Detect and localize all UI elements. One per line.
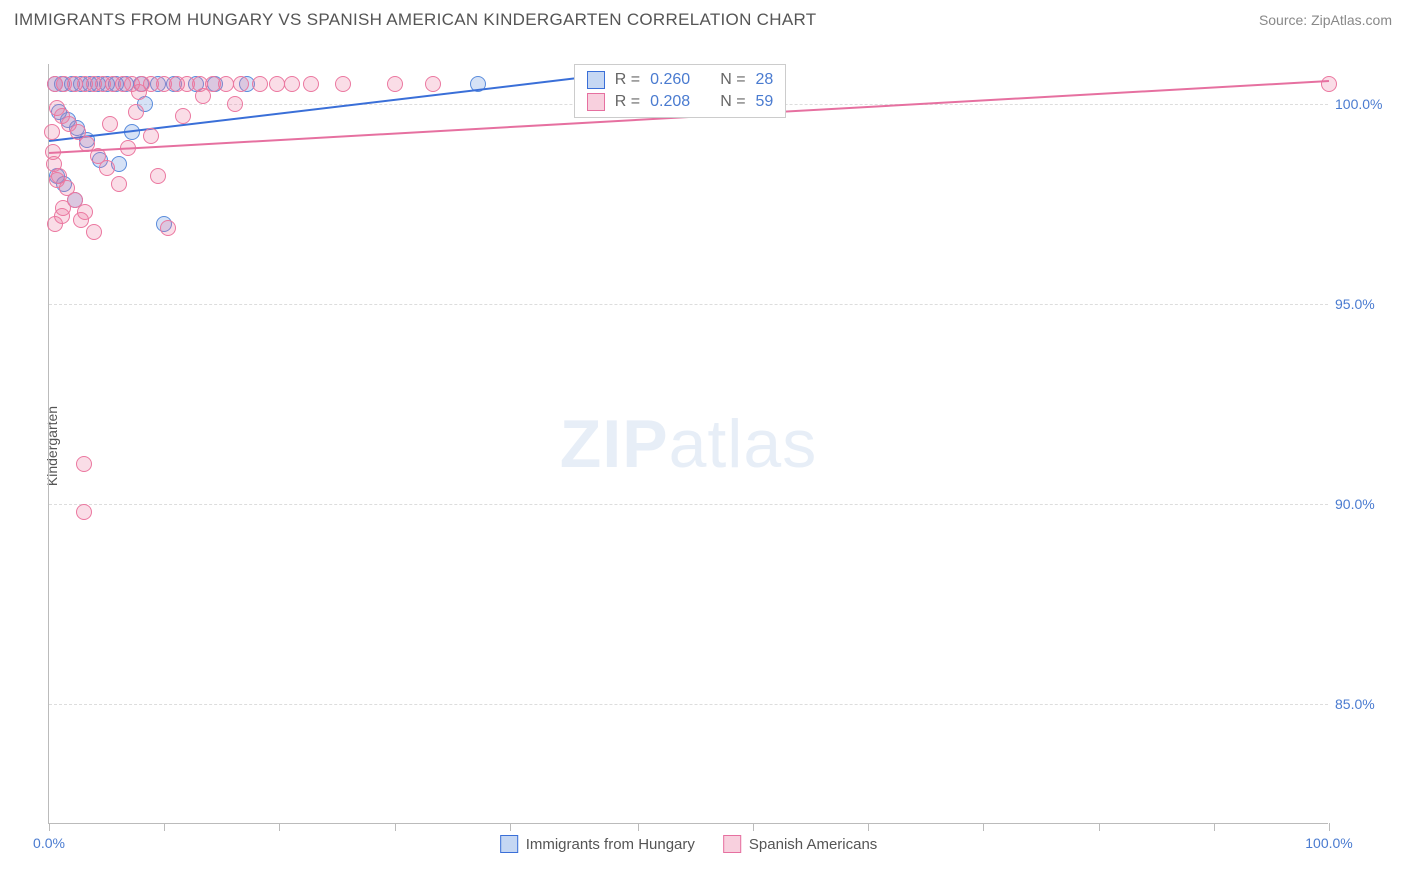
series-legend: Immigrants from Hungary Spanish Americans [500,835,878,853]
data-point [233,76,249,92]
x-tick [983,823,984,831]
source-value: ZipAtlas.com [1311,12,1392,28]
legend-swatch [587,93,605,111]
stats-legend-row: R = 0.260 N = 28 [587,69,774,91]
data-point [86,224,102,240]
y-tick-label: 95.0% [1335,296,1390,312]
series-name: Immigrants from Hungary [526,836,695,853]
data-point [102,116,118,132]
series-name: Spanish Americans [749,836,877,853]
header: IMMIGRANTS FROM HUNGARY VS SPANISH AMERI… [0,0,1406,38]
chart-title: IMMIGRANTS FROM HUNGARY VS SPANISH AMERI… [14,10,816,30]
data-point [76,456,92,472]
n-label: N = [720,93,745,111]
x-tick [49,823,50,831]
legend-swatch [587,71,605,89]
data-point [195,88,211,104]
x-tick [868,823,869,831]
x-tick [638,823,639,831]
data-point [227,96,243,112]
data-point [99,160,115,176]
data-point [111,176,127,192]
data-point [128,104,144,120]
data-point [387,76,403,92]
r-label: R = [615,71,640,89]
data-point [150,168,166,184]
x-tick [395,823,396,831]
data-point [425,76,441,92]
series-legend-item: Immigrants from Hungary [500,835,695,853]
x-tick [279,823,280,831]
r-value: 0.260 [650,71,690,89]
data-point [160,220,176,236]
data-point [303,76,319,92]
stats-legend: R = 0.260 N = 28 R = 0.208 N = 59 [574,64,787,118]
n-value: 28 [756,71,774,89]
data-point [143,128,159,144]
n-label: N = [720,71,745,89]
r-value: 0.208 [650,93,690,111]
data-point [76,504,92,520]
data-point [49,172,65,188]
watermark: ZIPatlas [560,405,817,483]
gridline [49,704,1328,705]
gridline [49,504,1328,505]
legend-swatch [500,835,518,853]
scatter-chart: ZIPatlas 85.0%90.0%95.0%100.0%0.0%100.0%… [48,64,1328,824]
data-point [1321,76,1337,92]
data-point [335,76,351,92]
x-tick-label: 0.0% [33,835,65,851]
data-point [284,76,300,92]
data-point [44,124,60,140]
data-point [175,108,191,124]
r-label: R = [615,93,640,111]
n-value: 59 [756,93,774,111]
y-tick-label: 90.0% [1335,496,1390,512]
y-tick-label: 100.0% [1335,96,1390,112]
source-label: Source: [1259,12,1307,28]
x-tick [164,823,165,831]
legend-swatch [723,835,741,853]
data-point [252,76,268,92]
y-tick-label: 85.0% [1335,696,1390,712]
data-point [55,200,71,216]
x-tick [1214,823,1215,831]
data-point [269,76,285,92]
x-tick-label: 100.0% [1305,835,1352,851]
x-tick [753,823,754,831]
data-point [131,84,147,100]
x-tick [1099,823,1100,831]
x-tick [510,823,511,831]
data-point [218,76,234,92]
data-point [73,212,89,228]
gridline [49,304,1328,305]
stats-legend-row: R = 0.208 N = 59 [587,91,774,113]
series-legend-item: Spanish Americans [723,835,877,853]
x-tick [1329,823,1330,831]
source: Source: ZipAtlas.com [1259,12,1392,28]
